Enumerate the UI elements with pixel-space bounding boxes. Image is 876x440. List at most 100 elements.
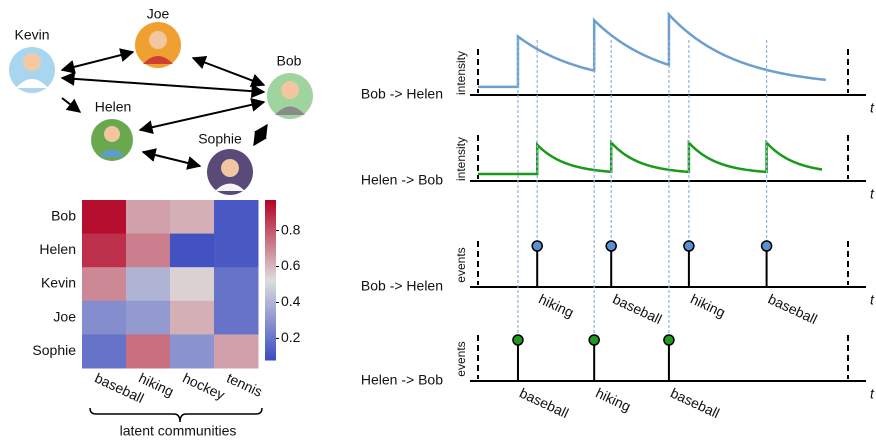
colorbar-slice [265,310,276,313]
colorbar-slice [265,344,276,347]
colorbar-slice [265,336,276,339]
edge [138,97,266,135]
colorbar-slice [265,330,276,333]
event-label: baseball [766,291,820,328]
edge [141,148,202,170]
colorbar-slice [265,238,276,241]
intensity-curve [478,11,826,89]
colorbar-slice [265,264,276,267]
heatmap-cell [126,233,171,268]
colorbar-slice [265,324,276,327]
node-label: Sophie [198,131,242,147]
heatmap-cell [82,233,127,268]
colorbar-slice [265,346,276,349]
avatar-body [16,79,48,88]
colorbar-tick-label: 0.6 [281,257,301,273]
node-label: Bob [277,53,302,69]
heatmap-cell [170,334,215,369]
colorbar-slice [265,292,276,295]
heatmap-cell [170,267,215,302]
node-label: Helen [95,99,132,115]
panel-label: Bob -> Helen [361,278,443,294]
heatmap-cell [82,267,127,302]
colorbar-slice [265,342,276,345]
y-axis-label: intensity [454,51,468,95]
colorbar-slice [265,258,276,261]
colorbar-slice [265,202,276,205]
colorbar-slice [265,340,276,343]
colorbar-slice [265,334,276,337]
colorbar-slice [265,282,276,285]
colorbar-slice [265,262,276,265]
social-graph [60,48,268,170]
colorbar-slice [265,256,276,259]
heatmap-cell [214,200,259,235]
colorbar-slice [265,322,276,325]
colorbar-slice [265,358,276,361]
column-label: hockey [180,370,227,403]
heatmap-cell [170,200,215,235]
x-axis-label: t [870,386,875,402]
row-label: Joe [53,308,76,324]
heatmap-cell [170,300,215,335]
colorbar-slice [265,356,276,359]
edge [61,97,82,113]
avatar-head [104,126,120,142]
colorbar-slice [265,288,276,291]
colorbar-slice [265,274,276,277]
event-dot [605,240,617,252]
colorbar-slice [265,266,276,269]
edge [60,71,266,99]
colorbar-slice [265,236,276,239]
event-label: hiking [593,385,633,415]
event-label: hiking [688,291,728,321]
colorbar-slice [265,338,276,341]
colorbar-tick-label: 0.2 [281,329,301,345]
y-axis-label: intensity [454,137,468,181]
row-label: Bob [51,208,76,224]
heatmap-cell [126,334,171,369]
colorbar-slice [265,250,276,253]
colorbar-slice [265,306,276,309]
colorbar-slice [265,320,276,323]
colorbar-slice [265,276,276,279]
colorbar-slice [265,248,276,251]
colorbar-slice [265,226,276,229]
colorbar-slice [265,352,276,355]
colorbar-slice [265,240,276,243]
colorbar-slice [265,286,276,289]
colorbar-slice [265,246,276,249]
avatar-head [149,31,167,49]
avatar-head [23,53,41,71]
colorbar-slice [265,212,276,215]
event-label: baseball [610,291,664,328]
event-dot [512,334,524,346]
colorbar-slice [265,300,276,303]
panel-label: Helen -> Bob [361,172,443,188]
event-dot [531,240,543,252]
colorbar-slice [265,328,276,331]
colorbar-slice [265,312,276,315]
node-label: Joe [147,6,170,22]
brace [89,407,263,423]
row-label: Kevin [41,275,76,291]
heatmap-caption: latent communities [120,423,237,439]
heatmap-cell [170,233,215,268]
colorbar-slice [265,308,276,311]
event-dot [663,334,675,346]
colorbar-tick-label: 0.8 [281,221,301,237]
colorbar-slice [265,318,276,321]
colorbar-slice [265,280,276,283]
node-label: Kevin [14,27,49,43]
colorbar-slice [265,314,276,317]
avatars [9,22,313,195]
avatar-body [143,56,173,64]
colorbar-slice [265,214,276,217]
colorbar-slice [265,244,276,247]
y-axis-label: events [454,247,468,282]
colorbar-slice [265,350,276,353]
colorbar-slice [265,298,276,301]
x-axis-label: t [870,100,875,116]
colorbar-slice [265,254,276,257]
